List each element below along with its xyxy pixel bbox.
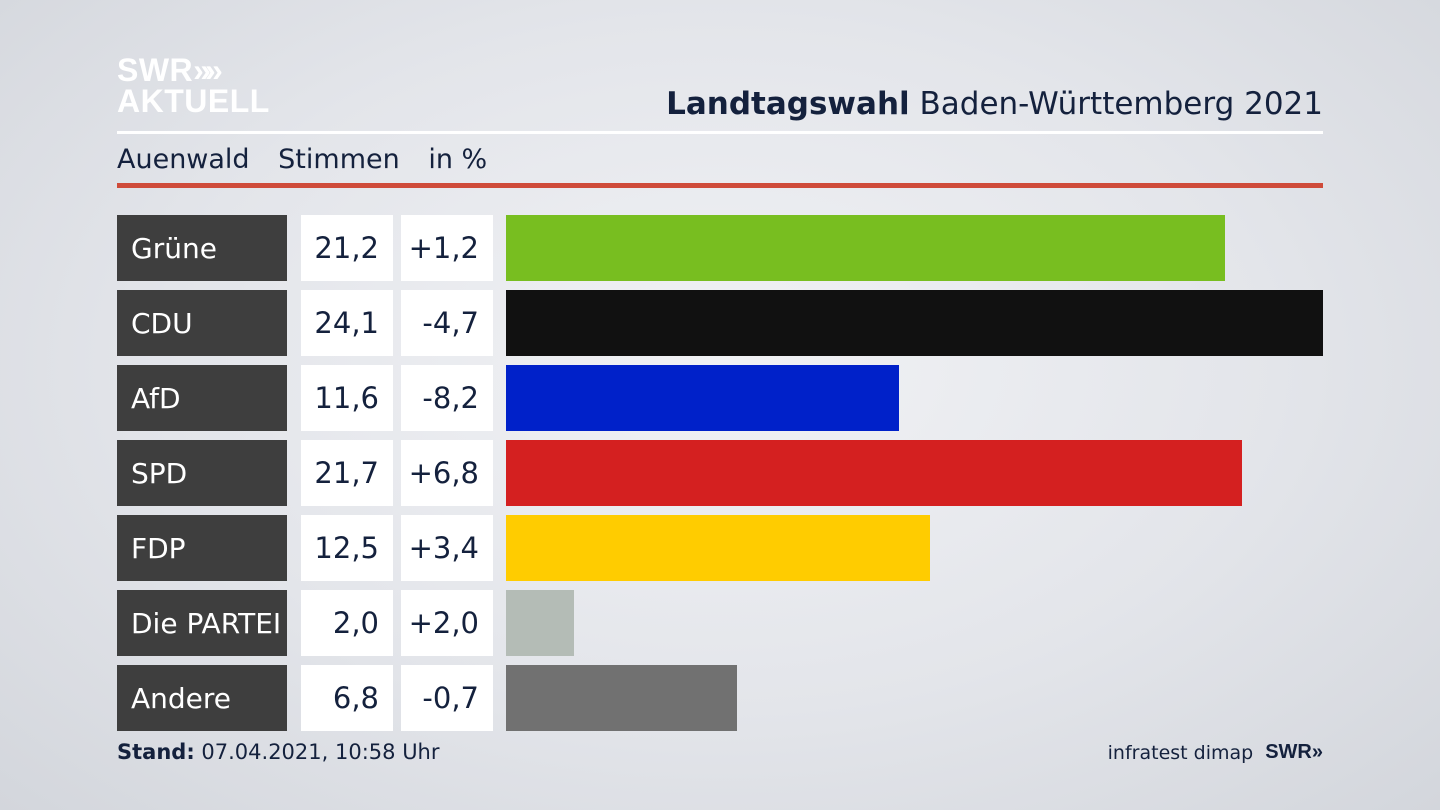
change-value: +1,2 [401,215,493,281]
change-value: -8,2 [401,365,493,431]
result-bar [506,215,1225,281]
title-rest: Baden-Württemberg 2021 [919,86,1323,122]
change-value: +2,0 [401,590,493,656]
accent-divider [117,183,1323,188]
result-bar [506,665,737,731]
stand-value: 07.04.2021, 10:58 Uhr [201,740,440,764]
swr-logo: SWR» [1265,741,1323,763]
timestamp: Stand: 07.04.2021, 10:58 Uhr [117,740,440,764]
result-bar [506,590,574,656]
result-row: SPD 21,7 +6,8 [117,440,1323,506]
result-row: AfD 11,6 -8,2 [117,365,1323,431]
change-value: +3,4 [401,515,493,581]
result-bar [506,365,899,431]
result-bar [506,515,930,581]
header-divider [117,131,1323,134]
place-label: Auenwald [117,144,250,175]
source-label: infratest dimap [1107,741,1254,764]
metric-label: Stimmen [278,144,400,175]
vote-share-value: 6,8 [301,665,393,731]
vote-share-value: 12,5 [301,515,393,581]
result-row: CDU 24,1 -4,7 [117,290,1323,356]
page-title: Landtagswahl Baden-Württemberg 2021 [666,86,1323,122]
vote-share-value: 24,1 [301,290,393,356]
result-bar [506,290,1323,356]
result-row: FDP 12,5 +3,4 [117,515,1323,581]
party-label: AfD [117,365,287,431]
result-bar [506,440,1242,506]
vote-share-value: 11,6 [301,365,393,431]
title-bold: Landtagswahl [666,86,910,122]
result-row: Grüne 21,2 +1,2 [117,215,1323,281]
stand-label: Stand: [117,740,195,764]
result-row: Die PARTEI 2,0 +2,0 [117,590,1323,656]
party-label: SPD [117,440,287,506]
vote-share-value: 21,7 [301,440,393,506]
swr-aktuell-logo: SWR»» AKTUELL [117,52,270,119]
source-credit: infratest dimap SWR» [1108,741,1323,764]
subheader: Auenwald Stimmen in % [117,144,507,175]
party-label: FDP [117,515,287,581]
change-value: -0,7 [401,665,493,731]
party-label: CDU [117,290,287,356]
party-label: Andere [117,665,287,731]
result-row: Andere 6,8 -0,7 [117,665,1323,731]
change-value: -4,7 [401,290,493,356]
unit-label: in % [428,144,488,175]
party-label: Die PARTEI [117,590,287,656]
change-value: +6,8 [401,440,493,506]
party-label: Grüne [117,215,287,281]
vote-share-value: 21,2 [301,215,393,281]
vote-share-value: 2,0 [301,590,393,656]
